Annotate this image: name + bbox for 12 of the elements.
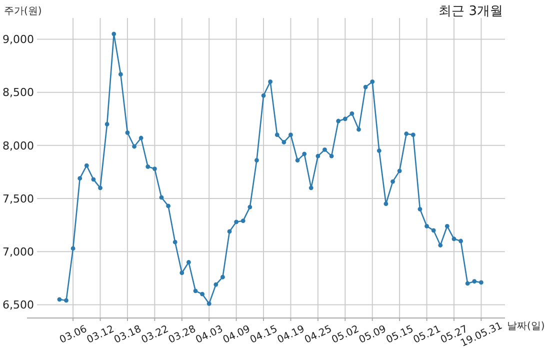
y-tick-label: 8,000	[2, 139, 34, 152]
y-tick-label: 9,000	[2, 33, 34, 46]
chart-title: 최근 3개월	[438, 4, 503, 19]
x-tick-label: 04.19	[276, 324, 306, 346]
x-axis-title: 날짜(일)	[507, 321, 545, 332]
x-tick-label: 05.21	[412, 324, 442, 346]
y-tick-label: 7,000	[2, 245, 34, 258]
y-tick-label: 8,500	[2, 86, 34, 100]
y-tick-label: 7,500	[2, 192, 34, 206]
y-axis-title: 주가(원)	[4, 6, 42, 17]
y-tick-label: 6,500	[2, 298, 34, 312]
x-tick-label: 03.12	[85, 324, 116, 346]
